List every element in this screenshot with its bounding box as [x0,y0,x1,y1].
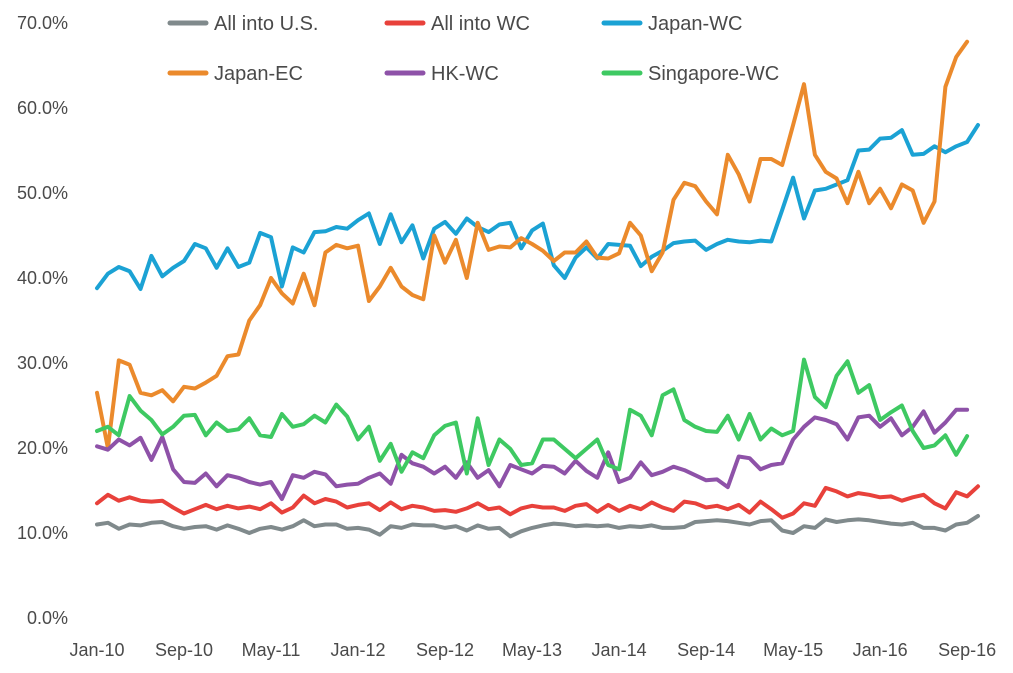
series-line-japan-wc [95,123,980,291]
series-line-hk-wc [95,407,970,501]
legend-item: Japan-EC [167,63,303,85]
x-axis: Jan-10 Sep-10 May-11 Jan-12 Sep-12 May-13 Jan-… [69,640,996,660]
x-tick-label: Jan-16 [853,640,908,660]
y-tick-label: 70.0% [17,13,68,33]
legend-label: All into U.S. [214,13,318,35]
x-tick-label: May-13 [502,640,562,660]
legend-item: All into U.S. [167,13,318,35]
y-tick-label: 20.0% [17,438,68,458]
y-tick-label: 40.0% [17,268,68,288]
legend-item: Japan-WC [601,13,742,35]
legend-label: All into WC [431,13,530,35]
x-tick-label: Sep-10 [155,640,213,660]
x-tick-label: Jan-10 [69,640,124,660]
legend-label: Japan-WC [648,13,742,35]
legend-item: Singapore-WC [601,63,779,85]
y-tick-label: 10.0% [17,523,68,543]
x-tick-label: Sep-14 [677,640,735,660]
legend: All into U.S. All into WC Japan-WC Japan-EC… [167,13,779,85]
x-tick-label: Sep-16 [938,640,996,660]
series-line-japan-ec [95,39,970,450]
y-tick-label: 0.0% [27,608,68,628]
x-tick-label: Jan-12 [331,640,386,660]
y-tick-label: 50.0% [17,183,68,203]
y-tick-label: 60.0% [17,98,68,118]
legend-item: HK-WC [384,63,499,85]
x-tick-label: Jan-14 [592,640,647,660]
y-axis: 0.0% 10.0% 20.0% 30.0% 40.0% 50.0% 60.0% 70.0% [17,13,68,628]
series-line-all-into-u-s [95,514,980,539]
legend-item: All into WC [384,13,530,35]
series-line-all-into-wc [95,484,980,520]
x-tick-label: May-15 [763,640,823,660]
y-tick-label: 30.0% [17,353,68,373]
series-layer [95,39,980,539]
legend-label: HK-WC [431,63,499,85]
legend-label: Singapore-WC [648,63,779,85]
x-tick-label: May-11 [242,640,301,660]
series-line-singapore-wc [95,357,970,476]
legend-label: Japan-EC [214,63,303,85]
x-tick-label: Sep-12 [416,640,474,660]
